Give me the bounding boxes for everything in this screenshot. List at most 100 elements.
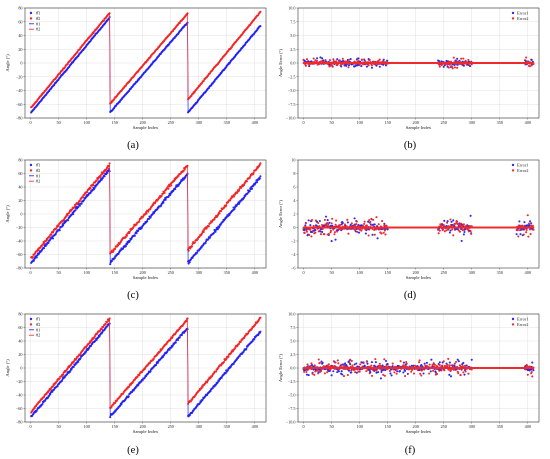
error1-point	[355, 362, 358, 365]
error2-point	[327, 223, 330, 226]
error2-point	[525, 228, 528, 232]
y-axis-label: Angle (°)	[5, 205, 10, 223]
legend-marker	[511, 169, 515, 172]
error1-point	[363, 364, 366, 367]
error1-point	[307, 374, 310, 377]
error2-point	[368, 219, 371, 222]
y-tick-label: 80	[18, 312, 22, 317]
error2-point	[391, 362, 394, 365]
error2-point	[445, 229, 448, 232]
error1-point	[460, 239, 463, 242]
error2-point	[456, 223, 459, 226]
y-tick-label: 8	[293, 171, 295, 176]
error1-point	[321, 57, 324, 60]
error2-point	[334, 361, 337, 364]
error2-point	[395, 372, 398, 375]
error1-point	[349, 363, 352, 366]
error2-point	[305, 58, 309, 61]
error2-point	[522, 233, 525, 236]
error1-point	[402, 371, 405, 374]
x-tick-label: 400	[525, 270, 531, 275]
error1-point	[452, 219, 455, 222]
x-tick-label: 250	[168, 424, 174, 429]
error2-point	[338, 224, 342, 227]
error2-point	[405, 362, 408, 365]
x-tick-label: 200	[413, 270, 419, 275]
error2-point	[331, 217, 334, 220]
y-tick-label: 2.5	[290, 47, 295, 52]
error2-point	[310, 362, 313, 365]
legend-label: θ2	[36, 27, 40, 32]
y-tick-label: 40	[18, 185, 22, 190]
error1-point	[360, 361, 363, 364]
x-tick-label: 200	[413, 424, 419, 429]
legend-marker	[29, 163, 33, 167]
error2-point	[344, 223, 347, 226]
error1-point	[354, 230, 357, 233]
x-tick-label: 50	[57, 270, 61, 275]
error2-point	[527, 235, 530, 238]
x-tick-label: 400	[525, 120, 531, 125]
error2-point	[308, 233, 311, 236]
error1-point	[469, 65, 472, 68]
error2-point	[378, 58, 381, 61]
x-tick-label: 50	[57, 424, 61, 429]
error1-point	[453, 63, 456, 67]
error1-point	[398, 369, 402, 373]
error2-point	[341, 57, 344, 60]
legend-marker	[29, 317, 33, 321]
error2-point	[309, 228, 312, 231]
error2-point	[405, 361, 408, 364]
error1-point	[381, 364, 384, 367]
error1-point	[305, 373, 309, 376]
error1-point	[344, 362, 347, 365]
error1-point	[389, 368, 393, 371]
legend-label: θ1	[36, 173, 40, 178]
error1-point	[341, 373, 344, 376]
x-axis-label: Sample Index	[133, 125, 159, 130]
error1-point	[446, 220, 449, 223]
error1-point	[358, 231, 361, 234]
error2-point	[317, 221, 320, 225]
x-tick-label: 150	[112, 120, 118, 125]
error1-point	[376, 237, 379, 240]
error1-point	[310, 364, 314, 367]
legend-label: Error1	[517, 11, 528, 16]
error2-point	[365, 360, 368, 363]
error2-point	[305, 230, 309, 233]
y-tick-label: −20	[16, 74, 23, 79]
y-tick-label: −2.5	[288, 74, 296, 79]
y-tick-label: −10.0	[286, 420, 296, 425]
y-tick-label: −6	[291, 266, 295, 271]
error2-point	[331, 65, 334, 68]
x-tick-label: 200	[140, 270, 146, 275]
true2-line	[30, 317, 261, 413]
error2-point	[381, 220, 384, 223]
y-tick-label: −40	[16, 393, 23, 398]
x-tick-label: 50	[330, 424, 334, 429]
x-tick-label: 300	[196, 270, 202, 275]
error1-point	[340, 65, 343, 68]
x-tick-label: 100	[84, 120, 90, 125]
error2-point	[363, 222, 366, 225]
legend-label: Error2	[517, 16, 528, 21]
x-tick-label: 400	[252, 270, 258, 275]
legend-marker	[29, 17, 33, 20]
error1-point	[321, 361, 324, 364]
error1-point	[354, 64, 357, 67]
x-tick-label: 300	[469, 120, 475, 125]
error2-point	[525, 56, 528, 59]
error2-point	[446, 221, 449, 224]
x-tick-label: 100	[357, 120, 363, 125]
error2-point	[532, 228, 535, 231]
error2-point	[529, 233, 532, 236]
error2-point	[367, 64, 370, 67]
y-tick-label: 0.0	[290, 366, 295, 371]
error2-point	[358, 370, 361, 373]
error2-point	[531, 224, 534, 227]
x-tick-label: 0	[30, 120, 32, 125]
error2-point	[377, 364, 380, 367]
x-tick-label: 0	[303, 120, 305, 125]
